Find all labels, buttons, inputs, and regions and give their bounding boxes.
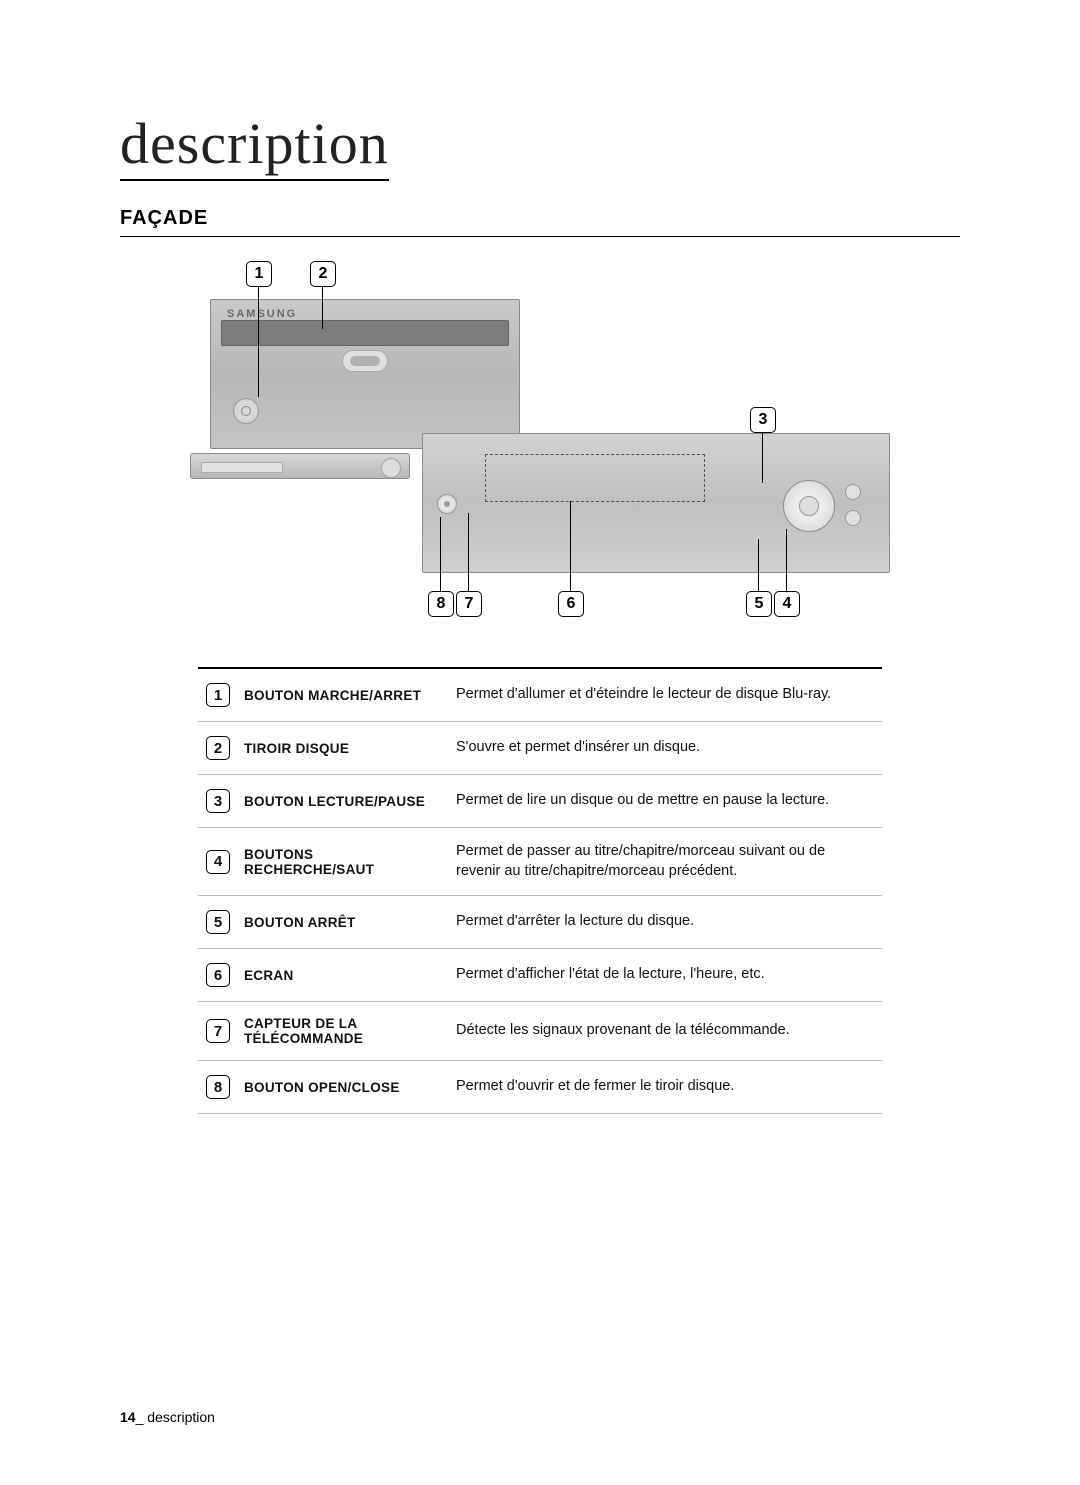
legend-label: ECRAN: [244, 949, 456, 1002]
legend-number-badge: 8: [206, 1075, 230, 1099]
small-button-icon: [845, 510, 861, 526]
legend-number-badge: 2: [206, 736, 230, 760]
callout-badge: 4: [774, 591, 800, 617]
legend-number-cell: 2: [198, 722, 244, 775]
callout-badge: 8: [428, 591, 454, 617]
title-wrap: description: [120, 110, 960, 181]
disc-tray-icon: [221, 320, 509, 346]
brand-label: SAMSUNG: [227, 308, 297, 320]
control-cluster: [783, 480, 879, 532]
table-row: 5 BOUTON ARRÊTPermet d'arrêter la lecture…: [198, 896, 882, 949]
lead-line: [440, 517, 441, 591]
legend-number-badge: 6: [206, 963, 230, 987]
legend-label: BOUTON ARRÊT: [244, 896, 456, 949]
legend-label: BOUTONS RECHERCHE/SAUT: [244, 828, 456, 896]
legend-number-cell: 5: [198, 896, 244, 949]
callout-badge: 1: [246, 261, 272, 287]
legend-description: S'ouvre et permet d'insérer un disque.: [456, 722, 882, 775]
table-row: 1 BOUTON MARCHE/ARRETPermet d'allumer et …: [198, 668, 882, 722]
callout-badge: 2: [310, 261, 336, 287]
ir-sensor-icon: [437, 494, 457, 514]
display-outline-icon: [485, 454, 705, 502]
legend-number-cell: 4: [198, 828, 244, 896]
table-row: 4 BOUTONS RECHERCHE/SAUTPermet de passer …: [198, 828, 882, 896]
table-row: 8 BOUTON OPEN/CLOSEPermet d'ouvrir et de …: [198, 1061, 882, 1114]
callout-badge: 7: [456, 591, 482, 617]
legend-number-cell: 3: [198, 775, 244, 828]
legend-description: Permet d'ouvrir et de fermer le tiroir d…: [456, 1061, 882, 1114]
lead-line: [762, 433, 763, 483]
device-front-view: [422, 433, 890, 573]
legend-description: Permet de passer au titre/chapitre/morce…: [456, 828, 882, 896]
legend-description: Permet d'arrêter la lecture du disque.: [456, 896, 882, 949]
section-heading: FAÇADE: [120, 207, 960, 237]
legend-number-cell: 8: [198, 1061, 244, 1114]
legend-table: 1 BOUTON MARCHE/ARRETPermet d'allumer et …: [198, 667, 882, 1114]
table-row: 3 BOUTON LECTURE/PAUSEPermet de lire un d…: [198, 775, 882, 828]
legend-number-badge: 3: [206, 789, 230, 813]
lead-line: [322, 287, 323, 329]
legend-description: Permet d'allumer et d'éteindre le lecteu…: [456, 668, 882, 722]
small-button-icon: [845, 484, 861, 500]
table-row: 6 ECRANPermet d'afficher l'état de la lec…: [198, 949, 882, 1002]
bluray-badge-icon: [342, 350, 388, 372]
legend-number-cell: 1: [198, 668, 244, 722]
legend-label: TIROIR DISQUE: [244, 722, 456, 775]
callout-badge: 5: [746, 591, 772, 617]
legend-label: BOUTON LECTURE/PAUSE: [244, 775, 456, 828]
page-footer: 14_ description: [120, 1409, 215, 1425]
lead-line: [570, 501, 571, 591]
footer-separator: _: [136, 1409, 148, 1425]
lead-line: [468, 513, 469, 591]
lead-line: [258, 287, 259, 397]
legend-description: Permet de lire un disque ou de mettre en…: [456, 775, 882, 828]
legend-description: Détecte les signaux provenant de la télé…: [456, 1002, 882, 1061]
manual-page: description FAÇADE SAMSUNG: [0, 0, 1080, 1485]
device-top-view: SAMSUNG: [210, 299, 520, 449]
table-row: 7 CAPTEUR DE LA TÉLÉCOMMANDEDétecte les s…: [198, 1002, 882, 1061]
legend-label: CAPTEUR DE LA TÉLÉCOMMANDE: [244, 1002, 456, 1061]
legend-number-cell: 6: [198, 949, 244, 1002]
page-title: description: [120, 110, 389, 181]
callout-badge: 3: [750, 407, 776, 433]
legend-number-badge: 5: [206, 910, 230, 934]
table-row: 2 TIROIR DISQUES'ouvre et permet d'insére…: [198, 722, 882, 775]
device-chassis-icon: [190, 453, 410, 479]
front-panel-diagram: SAMSUNG 1 2 3: [190, 257, 890, 637]
legend-number-badge: 1: [206, 683, 230, 707]
lead-line: [758, 539, 759, 591]
footer-label: description: [147, 1409, 215, 1425]
side-buttons: [845, 484, 879, 528]
legend-label: BOUTON OPEN/CLOSE: [244, 1061, 456, 1114]
legend-label: BOUTON MARCHE/ARRET: [244, 668, 456, 722]
footer-page-number: 14: [120, 1409, 136, 1425]
legend-number-badge: 4: [206, 850, 230, 874]
callout-badge: 6: [558, 591, 584, 617]
legend-description: Permet d'afficher l'état de la lecture, …: [456, 949, 882, 1002]
legend-number-cell: 7: [198, 1002, 244, 1061]
jog-wheel-icon: [783, 480, 835, 532]
lead-line: [786, 529, 787, 591]
power-button-icon: [233, 398, 259, 424]
legend-number-badge: 7: [206, 1019, 230, 1043]
